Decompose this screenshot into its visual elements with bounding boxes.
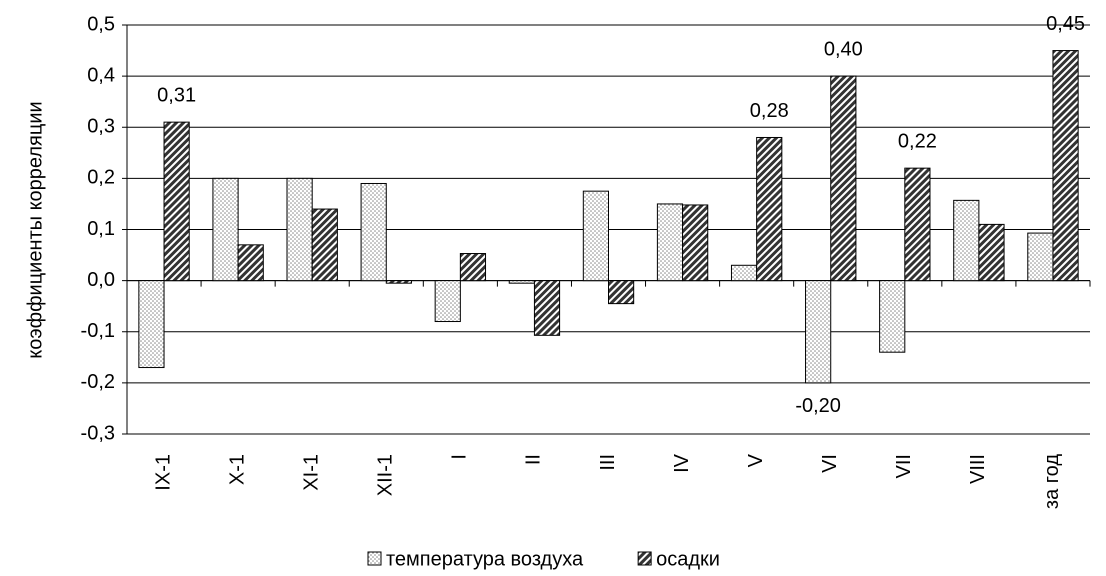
x-tick-label: XI-1 xyxy=(300,454,322,491)
data-label: 0,31 xyxy=(157,84,196,106)
x-tick-label: IV xyxy=(671,453,693,473)
data-label: 0,28 xyxy=(750,100,789,122)
bar xyxy=(434,280,461,323)
bar xyxy=(608,280,635,305)
x-tick-label: IX-1 xyxy=(152,454,174,491)
bar xyxy=(385,280,412,284)
data-label: 0,40 xyxy=(824,38,863,60)
bar xyxy=(1052,50,1079,282)
bar xyxy=(730,264,758,282)
bar xyxy=(582,190,609,282)
y-tick-label: 0,5 xyxy=(87,13,115,35)
bar xyxy=(1027,232,1054,282)
y-tick-label: -0,1 xyxy=(81,320,115,342)
legend-label: осадки xyxy=(656,548,720,570)
y-tick-label: 0,0 xyxy=(87,269,115,291)
x-tick-label: II xyxy=(523,454,545,465)
y-axis-label: коэффициенты корреляции xyxy=(24,101,46,358)
y-tick-label: -0,2 xyxy=(81,371,115,393)
legend-swatch xyxy=(367,551,382,566)
bar xyxy=(286,177,313,282)
bar xyxy=(138,280,165,369)
x-tick-label: X-1 xyxy=(226,454,248,485)
y-tick-label: 0,3 xyxy=(87,116,115,138)
y-tick-label: 0,2 xyxy=(87,167,115,189)
x-tick-label: I xyxy=(449,454,471,460)
data-label: 0,22 xyxy=(898,130,937,152)
legend-swatch xyxy=(637,551,652,566)
bar xyxy=(953,199,980,282)
bar xyxy=(311,208,338,282)
x-tick-label: VI xyxy=(819,454,841,473)
x-tick-label: V xyxy=(745,453,767,467)
bar xyxy=(682,204,709,282)
x-tick-label: III xyxy=(597,454,619,471)
y-tick-label: 0,1 xyxy=(87,218,115,240)
bar xyxy=(879,280,906,353)
data-label: 0,45 xyxy=(1046,13,1085,35)
bar xyxy=(212,177,239,282)
bar xyxy=(533,280,561,336)
bar xyxy=(904,167,931,282)
x-tick-label: за год xyxy=(1041,454,1063,509)
y-tick-label: 0,4 xyxy=(87,64,115,86)
bar xyxy=(756,136,783,282)
x-tick-label: XII-1 xyxy=(375,454,397,496)
y-tick-label: -0,3 xyxy=(81,422,115,444)
bar xyxy=(360,182,387,282)
x-tick-label: VIII xyxy=(967,454,989,484)
data-label: -0,20 xyxy=(795,395,841,417)
bar xyxy=(163,121,190,282)
bar xyxy=(508,280,535,284)
bar xyxy=(978,223,1005,282)
legend-label: температура воздуха xyxy=(386,548,584,570)
bar xyxy=(830,75,857,282)
bar xyxy=(237,244,264,282)
bar xyxy=(656,203,684,282)
bar xyxy=(805,280,832,384)
x-tick-label: VII xyxy=(893,454,915,478)
bar xyxy=(459,253,487,282)
